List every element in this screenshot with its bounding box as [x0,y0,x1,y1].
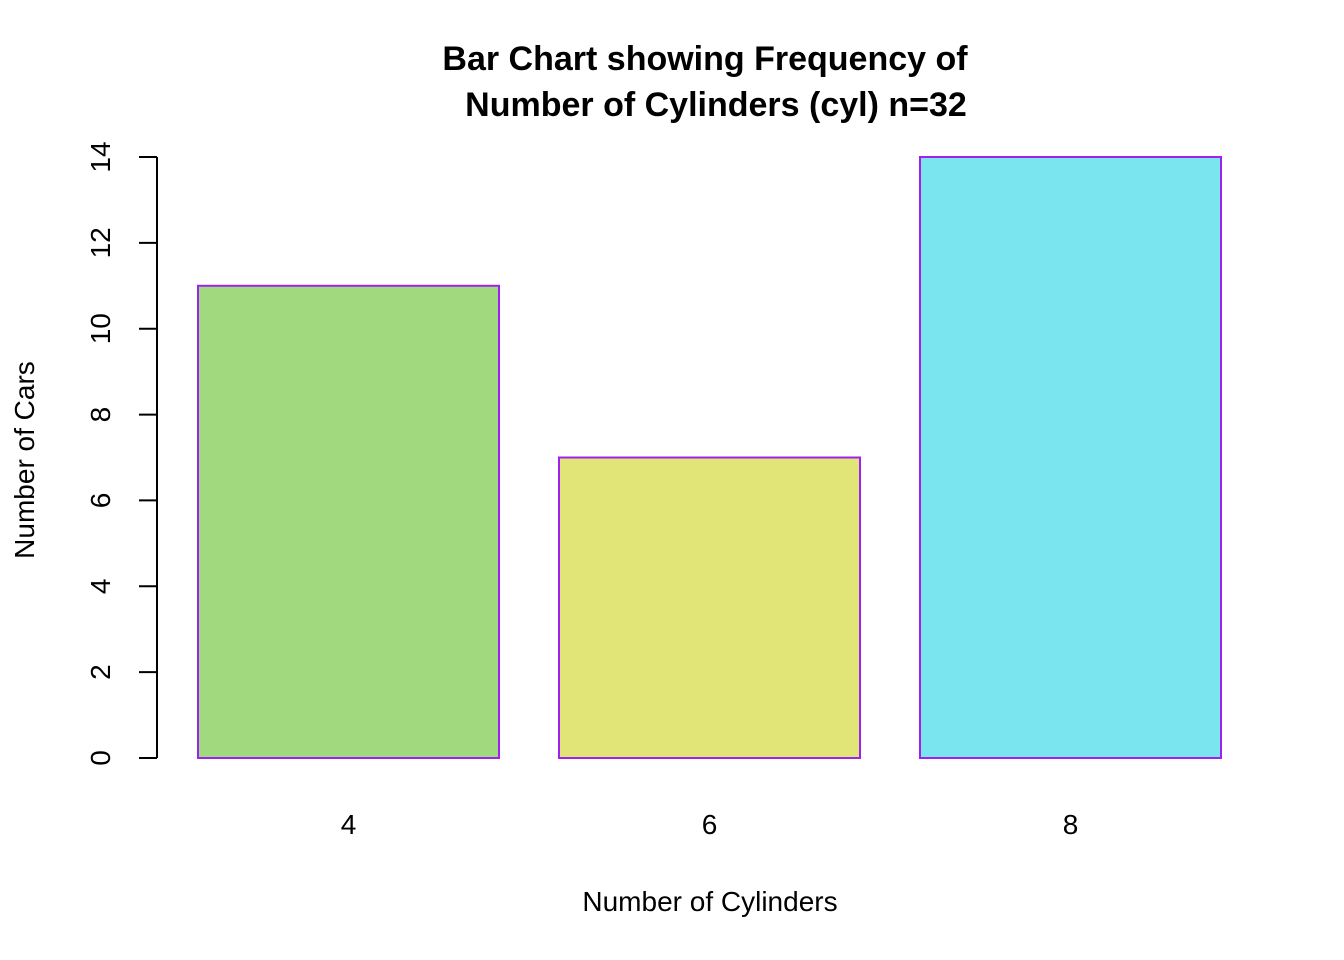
y-ticks-group: 0 2 4 6 8 10 12 14 [85,141,157,766]
x-tick-label-6: 6 [702,809,718,840]
x-tick-label-4: 4 [341,809,357,840]
bar-8 [919,156,1222,759]
y-tick-label: 2 [85,664,116,680]
x-tick-labels-group: 4 6 8 [341,809,1079,840]
x-tick-label-8: 8 [1063,809,1079,840]
y-tick-label: 10 [85,313,116,344]
y-tick-label: 0 [85,750,116,766]
bar-6 [558,456,861,759]
chart-title-line-2: Number of Cylinders (cyl) n=32 [465,86,967,124]
y-tick-label: 14 [85,141,116,172]
bars-group [197,156,1222,759]
y-tick-label: 12 [85,227,116,258]
bar-4 [197,284,500,759]
y-axis-label: Number of Cars [9,361,40,559]
y-tick-label: 6 [85,493,116,509]
x-axis-label: Number of Cylinders [582,886,837,917]
chart-title-line-1: Bar Chart showing Frequency of [442,40,968,78]
y-tick-label: 4 [85,578,116,594]
y-tick-label: 8 [85,407,116,423]
